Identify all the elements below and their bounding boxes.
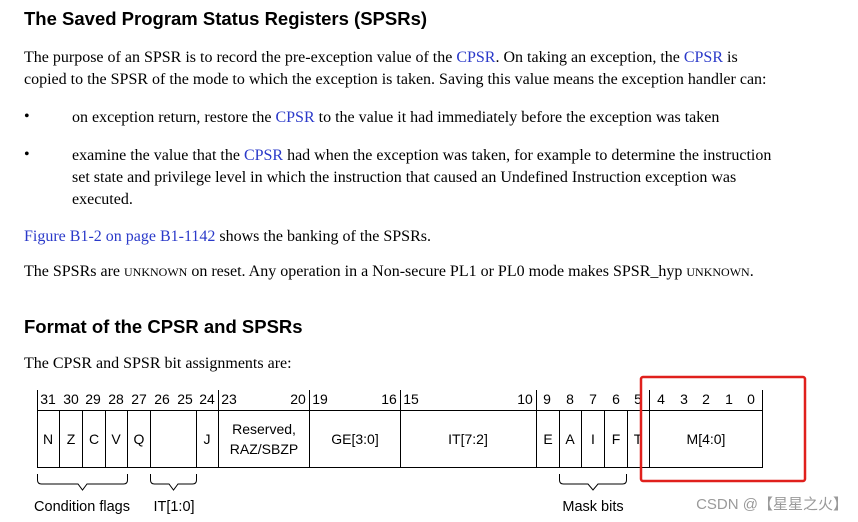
field-reserved-raz: RAZ/SBZP [230,441,298,457]
bullet-marker: • [24,146,30,163]
bit-number: 6 [612,391,620,407]
cpsr-link[interactable]: CPSR [683,49,723,66]
figure-reference: Figure B1-2 on page B1-1142 shows the ba… [24,228,431,245]
field-i: I [591,431,595,447]
bit-number: 23 [221,391,237,407]
mask-bits-bracket [559,474,627,491]
bit-number: 8 [566,391,574,407]
cpsr-link[interactable]: CPSR [456,49,496,66]
bit-number: 15 [403,391,419,407]
bracket-label-condition-flags: Condition flags [34,499,130,515]
bit-number: 1 [725,391,733,407]
watermark: CSDN @【星星之火】 [696,496,848,513]
bit-number: 0 [747,391,755,407]
bit-number: 26 [154,391,170,407]
bullet-item-examine: examine the value that the CPSR had when… [72,147,772,164]
bit-number: 2 [702,391,710,407]
cpsr-link[interactable]: CPSR [275,109,315,126]
bit-number: 28 [108,391,124,407]
cpsr-link[interactable]: CPSR [243,147,284,164]
bullet-item-examine-line-2: set state and privilege level in which t… [72,169,737,186]
bit-number: 27 [131,391,147,407]
bit-number: 5 [634,391,642,407]
field-f: F [612,431,621,447]
field-m: M[4:0] [687,431,726,447]
bit-number: 30 [63,391,79,407]
field-e: E [543,431,552,447]
field-a: A [565,431,575,447]
format-intro: The CPSR and SPSR bit assignments are: [24,355,292,372]
bit-number: 29 [85,391,101,407]
highlight-box [639,375,807,483]
field-n: N [43,431,53,447]
field-it72: IT[7:2] [448,431,488,447]
bit-number: 9 [543,391,551,407]
bit-number: 19 [312,391,328,407]
section-title-format: Format of the CPSR and SPSRs [24,316,303,337]
intro-line-2: copied to the SPSR of the mode to which … [24,71,767,88]
bit-number: 24 [199,391,215,407]
bit-number: 20 [290,391,306,407]
field-v: V [111,431,121,447]
bit-number: 7 [589,391,597,407]
bit-number: 3 [680,391,688,407]
field-reserved: Reserved, [232,421,296,437]
bullet-marker: • [24,108,30,125]
bullet-item-restore: on exception return, restore the CPSR to… [72,109,720,126]
field-t: T [634,431,643,447]
bullet-item-examine-line-3: executed. [72,191,133,208]
field-j: J [204,431,211,447]
intro-line-1: The purpose of an SPSR is to record the … [24,49,738,66]
it10-bracket [150,474,197,491]
figure-link[interactable]: Figure B1-2 on page B1-1142 [24,228,216,245]
bit-number: 31 [40,391,56,407]
field-z: Z [67,431,76,447]
bit-number: 10 [517,391,533,407]
reset-note: The SPSRs are UNKNOWN on reset. Any oper… [24,263,754,280]
bit-number: 25 [177,391,193,407]
bracket-label-it10: IT[1:0] [153,499,194,515]
condition-flags-bracket [37,474,128,491]
field-q: Q [134,431,145,447]
bit-number: 16 [381,391,397,407]
field-c: C [89,431,99,447]
bit-number: 4 [657,391,665,407]
section-title-spsrs: The Saved Program Status Registers (SPSR… [24,8,428,29]
field-ge: GE[3:0] [331,431,378,447]
bracket-label-mask-bits: Mask bits [562,499,623,515]
